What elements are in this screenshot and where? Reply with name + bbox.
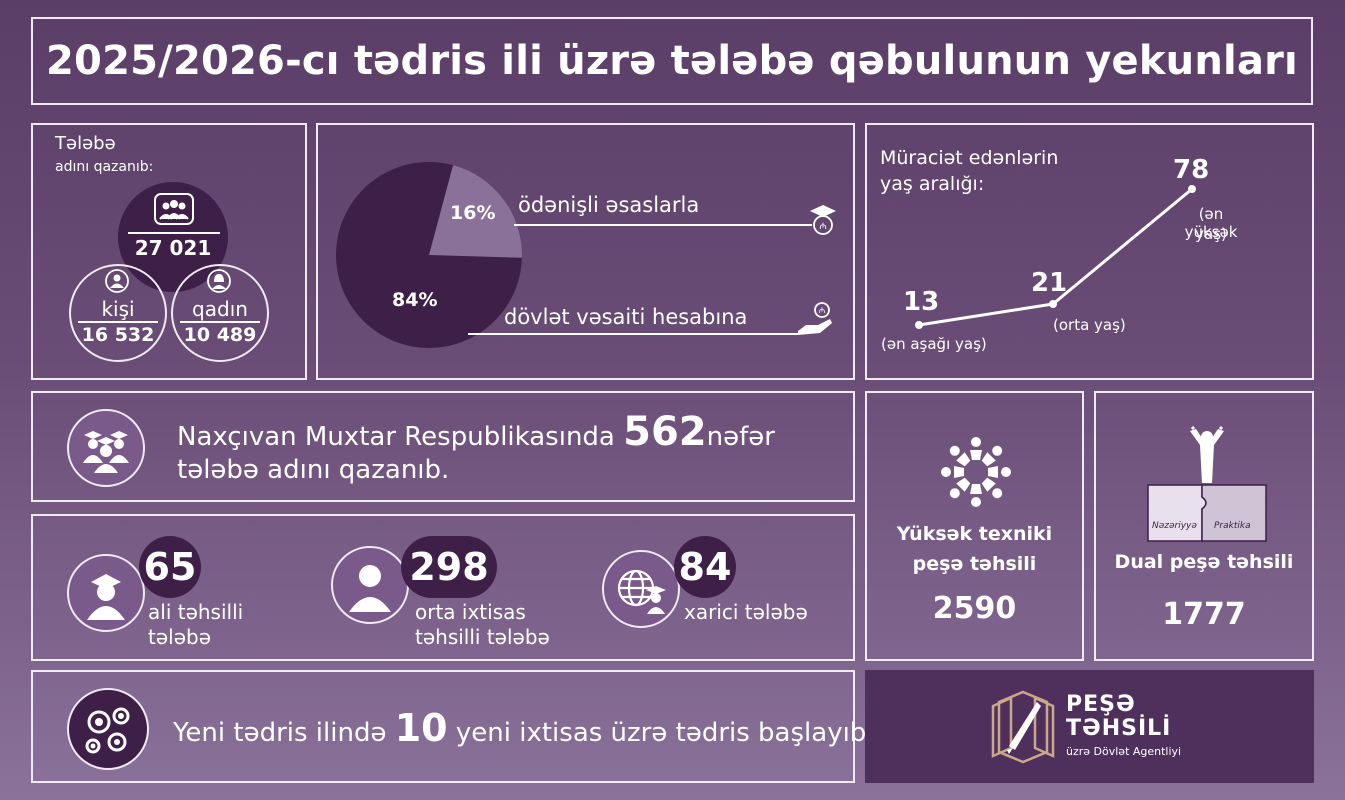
funding-panel: 16% 84% ödənişli əsaslarla ₼ dövlət vəsa… bbox=[316, 123, 855, 380]
paid-percent: 16% bbox=[450, 202, 496, 224]
female-divider bbox=[180, 321, 260, 323]
new-specialties-panel: Yeni tədris ilində 10 yeni ixtisas üzrə … bbox=[31, 670, 875, 783]
stat-foreign-value: 84 bbox=[674, 536, 736, 598]
puzzle-left-label: Nəzəriyyə bbox=[1152, 521, 1197, 531]
page-title: 2025/2026-cı tədris ili üzrə tələbə qəbu… bbox=[46, 38, 1298, 84]
nakhchivan-text-before: Naxçıvan Muxtar Respublikasında bbox=[177, 422, 624, 452]
new-specialties-after: yeni ixtisas üzrə tədris başlayıb. bbox=[447, 718, 875, 748]
male-label: kişi bbox=[101, 297, 135, 321]
female-value: 10 489 bbox=[183, 324, 257, 346]
high-tech-value: 2590 bbox=[932, 591, 1017, 626]
dual-value: 1777 bbox=[1162, 597, 1246, 632]
nakhchivan-text: Naxçıvan Muxtar Respublikasında 562nəfər bbox=[177, 409, 775, 455]
male-icon bbox=[105, 269, 129, 293]
logo-line-3: üzrə Dövlət Agentliyi bbox=[1066, 745, 1182, 758]
male-divider bbox=[78, 321, 158, 323]
male-value: 16 532 bbox=[81, 324, 155, 346]
age-max-label-1: (ən yüksək bbox=[1184, 205, 1238, 241]
stats-panel: 65 ali təhsilli tələbə 298 orta ixtisas … bbox=[31, 514, 855, 661]
stat-vocational-label-1: orta ixtisas bbox=[415, 600, 526, 624]
nakhchivan-line-2: tələbə adını qazanıb. bbox=[177, 455, 450, 485]
age-title-1: Müraciət edənlərin bbox=[880, 147, 1059, 169]
agency-logo-icon bbox=[991, 690, 1055, 764]
stat-foreign-label: xarici tələbə bbox=[684, 600, 808, 624]
age-point-avg bbox=[1049, 300, 1057, 308]
age-title-2: yaş aralığı: bbox=[880, 173, 985, 195]
paid-label: ödənişli əsaslarla bbox=[518, 193, 700, 217]
state-line bbox=[468, 333, 798, 335]
age-point-min bbox=[915, 321, 923, 329]
new-specialties-before: Yeni tədris ilində bbox=[173, 718, 395, 748]
age-min-value: 13 bbox=[903, 287, 940, 317]
title-banner: 2025/2026-cı tədris ili üzrə tələbə qəbu… bbox=[31, 17, 1313, 105]
gears-icon bbox=[67, 688, 149, 770]
age-max-label-2: yaş) bbox=[1195, 225, 1227, 243]
high-tech-label-2: peşə təhsili bbox=[912, 553, 1037, 575]
person-icon bbox=[331, 546, 409, 624]
age-min-label: (ən aşağı yaş) bbox=[881, 335, 987, 353]
puzzle-right-label: Praktika bbox=[1214, 521, 1251, 531]
student-cap-icon bbox=[67, 554, 145, 632]
students-group-icon bbox=[67, 409, 145, 487]
new-specialties-text: Yeni tədris ilində 10 yeni ixtisas üzrə … bbox=[173, 706, 875, 750]
students-heading-2: adını qazanıb: bbox=[55, 159, 154, 175]
stat-higher-label-2: tələbə bbox=[148, 625, 212, 649]
nakhchivan-text-after: nəfər bbox=[706, 422, 775, 452]
total-divider bbox=[128, 232, 220, 234]
nakhchivan-number: 562 bbox=[623, 409, 707, 455]
new-specialties-number: 10 bbox=[394, 706, 448, 750]
graduates-icon bbox=[154, 193, 194, 225]
female-label: qadın bbox=[192, 297, 248, 321]
female-circle bbox=[171, 264, 269, 362]
age-avg-label: (orta yaş) bbox=[1053, 316, 1126, 334]
age-line-chart bbox=[915, 185, 1196, 329]
logo-line-2: TƏHSİLİ bbox=[1066, 716, 1172, 741]
state-percent: 84% bbox=[392, 289, 438, 311]
stat-higher-value: 65 bbox=[139, 536, 201, 598]
svg-text:₼: ₼ bbox=[819, 222, 826, 232]
age-point-max bbox=[1188, 185, 1196, 193]
funding-pie bbox=[336, 162, 522, 348]
high-tech-panel: Yüksək texniki peşə təhsili 2590 bbox=[865, 391, 1084, 661]
hand-money-icon: ₼ bbox=[796, 301, 836, 337]
paid-line bbox=[514, 224, 812, 226]
state-label: dövlət vəsaiti hesabına bbox=[504, 305, 748, 329]
high-tech-label-1: Yüksək texniki bbox=[896, 523, 1053, 545]
stat-vocational-value: 298 bbox=[401, 536, 497, 598]
dual-panel: Nəzəriyyə Praktika Dual peşə təhsili 177… bbox=[1094, 391, 1314, 661]
students-heading-1: Tələbə bbox=[55, 133, 116, 154]
stat-vocational-label-2: təhsilli tələbə bbox=[415, 625, 550, 649]
logo-line-1: PEŞƏ bbox=[1066, 692, 1136, 717]
age-max-value: 78 bbox=[1173, 155, 1210, 185]
puzzle-graduate-icon bbox=[1147, 425, 1267, 542]
people-circle-icon bbox=[941, 437, 1011, 507]
age-panel: Müraciət edənlərin yaş aralığı: 13 (ən a… bbox=[865, 123, 1314, 380]
female-icon bbox=[207, 269, 231, 293]
stat-higher-label-1: ali təhsilli bbox=[148, 600, 244, 624]
age-avg-value: 21 bbox=[1031, 268, 1068, 298]
svg-text:₼: ₼ bbox=[819, 306, 825, 315]
students-panel: Tələbə adını qazanıb: 27 021 kişi 16 532… bbox=[31, 123, 307, 380]
logo-panel: PEŞƏ TƏHSİLİ üzrə Dövlət Agentliyi bbox=[865, 670, 1314, 783]
graduation-cap-icon: ₼ bbox=[808, 203, 838, 237]
globe-student-icon bbox=[602, 550, 680, 628]
male-circle bbox=[69, 264, 167, 362]
total-value: 27 021 bbox=[134, 236, 212, 260]
dual-label: Dual peşə təhsili bbox=[1114, 551, 1294, 573]
nakhchivan-panel: Naxçıvan Muxtar Respublikasında 562nəfər… bbox=[31, 391, 855, 502]
